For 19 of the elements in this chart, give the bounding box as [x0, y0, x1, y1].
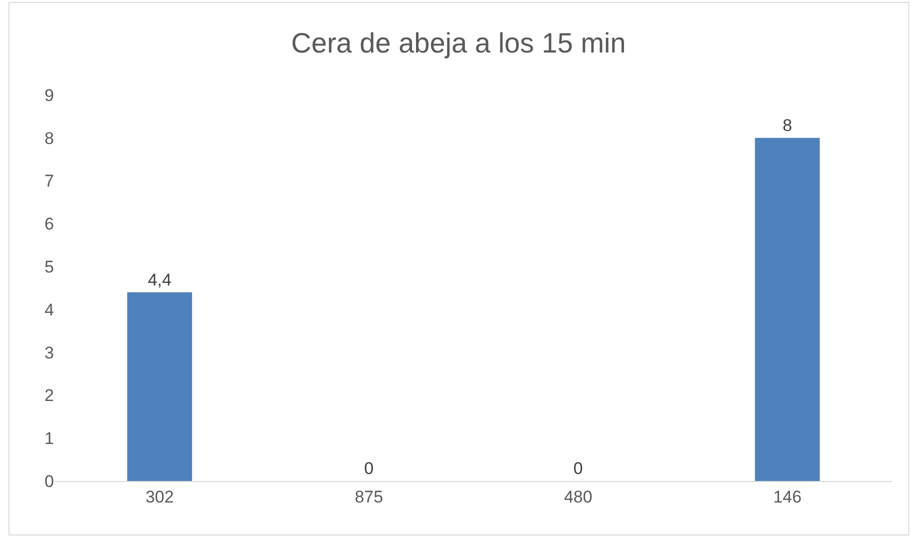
y-tick-label: 0: [44, 472, 54, 491]
data-label: 0: [573, 459, 583, 478]
y-tick-label: 6: [44, 214, 54, 234]
x-tick-label: 146: [773, 487, 802, 506]
x-tick-label: 875: [354, 487, 384, 506]
y-tick-label: 8: [44, 128, 54, 148]
y-tick-label: 5: [44, 258, 54, 277]
y-tick-label: 2: [44, 386, 54, 406]
y-tick-label: 3: [44, 343, 54, 362]
chart-title: Cera de abeja a los 15 min: [291, 28, 626, 59]
y-tick-label: 9: [44, 86, 54, 105]
x-tick-label: 302: [145, 487, 174, 506]
data-label: 8: [782, 116, 792, 135]
data-label: 4,4: [148, 270, 172, 290]
x-tick-label: 480: [564, 487, 592, 506]
data-label: 0: [364, 459, 374, 478]
y-tick-label: 4: [44, 300, 54, 320]
y-tick-label: 1: [44, 429, 54, 448]
y-tick-label: 7: [44, 172, 54, 191]
